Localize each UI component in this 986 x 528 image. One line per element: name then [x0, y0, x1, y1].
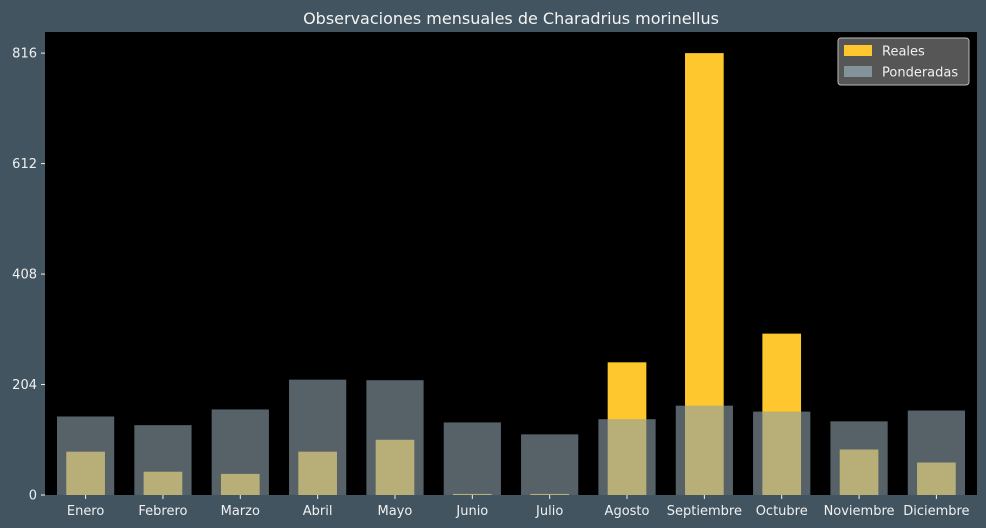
bar-ponderadas [366, 380, 424, 495]
x-tick-label: Junio [455, 504, 488, 519]
bar-ponderadas [211, 409, 269, 495]
legend-label-ponderadas: Ponderadas [882, 66, 958, 81]
y-axis: 0 204 408 612 816 [12, 47, 45, 504]
y-tick-label: 204 [12, 378, 37, 393]
legend: Reales Ponderadas [837, 37, 970, 86]
y-tick-label: 612 [12, 157, 37, 172]
bar-ponderadas [56, 416, 115, 495]
y-tick-label: 816 [12, 47, 37, 62]
x-tick-label: Julio [535, 504, 563, 519]
x-tick-label: Noviembre [824, 504, 895, 519]
x-tick-label: Marzo [221, 504, 260, 519]
bar-ponderadas [675, 405, 733, 495]
bar-ponderadas [521, 434, 579, 495]
plot-area [45, 32, 977, 495]
bars [56, 53, 966, 496]
bar-ponderadas [907, 410, 966, 495]
legend-swatch-ponderadas [844, 66, 872, 77]
chart-title: Observaciones mensuales de Charadrius mo… [303, 9, 719, 28]
x-tick-label: Septiembre [667, 504, 742, 519]
bar-ponderadas [598, 419, 656, 495]
x-tick-label: Diciembre [903, 504, 969, 519]
x-tick-label: Enero [67, 504, 105, 519]
x-tick-label: Febrero [138, 504, 187, 519]
x-tick-label: Agosto [605, 504, 650, 519]
bar-ponderadas [753, 411, 811, 495]
bar-ponderadas [289, 379, 347, 495]
bar-ponderadas [134, 425, 192, 495]
x-axis: Enero Febrero Marzo Abril Mayo Junio Julio Agos… [67, 495, 970, 519]
x-tick-label: Abril [303, 504, 333, 519]
legend-label-reales: Reales [882, 45, 925, 60]
bar-ponderadas [443, 422, 501, 495]
legend-swatch-reales [844, 45, 872, 56]
bar-ponderadas [830, 421, 888, 495]
x-tick-label: Octubre [756, 504, 808, 519]
y-tick-label: 408 [12, 268, 37, 283]
y-tick-label: 0 [29, 489, 37, 504]
x-tick-label: Mayo [378, 504, 413, 519]
